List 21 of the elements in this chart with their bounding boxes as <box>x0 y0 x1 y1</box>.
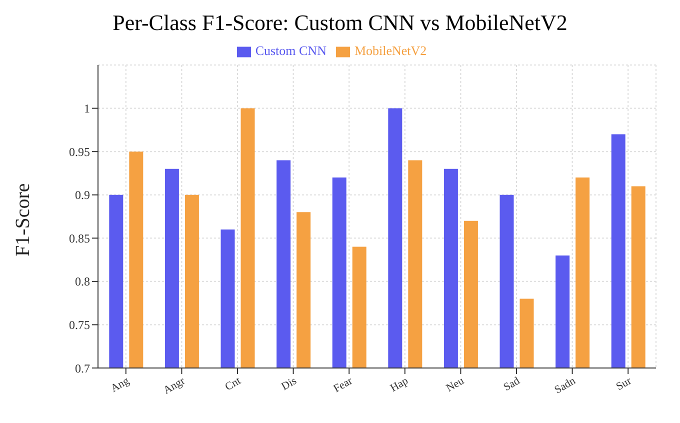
legend-label: Custom CNN <box>255 43 326 58</box>
y-tick-label: 0.95 <box>69 144 90 159</box>
legend-label: MobileNetV2 <box>354 43 427 58</box>
chart-title: Per-Class F1-Score: Custom CNN vs MobileNetV2 <box>112 9 568 37</box>
y-tick-label: 0.75 <box>69 318 90 332</box>
x-tick-label: Cnt <box>223 374 243 394</box>
x-tick-label: Angr <box>162 374 188 397</box>
y-tick-label: 1 <box>84 102 90 116</box>
x-tick-label: Sadn <box>552 374 578 396</box>
x-tick-label: Dis <box>279 374 299 393</box>
y-tick-label: 0.7 <box>75 361 90 376</box>
x-tick-label: Sad <box>502 374 522 394</box>
x-tick-label: Hap <box>388 374 411 395</box>
x-tick-label: Sur <box>614 374 634 393</box>
x-tick-label: Ang <box>108 374 132 395</box>
x-tick-label: Neu <box>444 374 467 395</box>
y-axis-title: F1-Score <box>12 183 34 257</box>
y-tick-label: 0.8 <box>75 274 90 289</box>
y-tick-label: 0.85 <box>69 231 90 246</box>
y-tick-label: 0.9 <box>75 188 90 202</box>
x-tick-label: Fear <box>332 374 355 396</box>
